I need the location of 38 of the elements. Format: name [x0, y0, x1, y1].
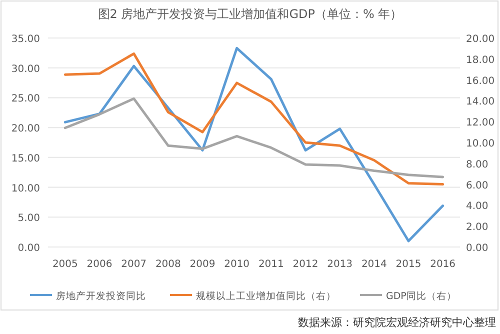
y2-tick-label: 12.00	[466, 118, 495, 129]
x-tick-label: 2016	[430, 259, 456, 270]
line-series	[64, 52, 444, 186]
legend-label: 房地产开发投资同比	[56, 290, 146, 302]
x-tick-label: 2008	[155, 259, 181, 270]
legend-label: 规模以上工业增加值同比（右）	[196, 290, 336, 302]
y2-tick-label: 6.00	[466, 180, 488, 192]
legend-label: GDP同比（右）	[386, 290, 456, 302]
source-note: 数据来源：研究院宏观经济研究中心整理	[298, 316, 496, 329]
x-tick-label: 2005	[52, 259, 78, 270]
x-tick-label: 2014	[361, 259, 387, 270]
y2-tick-label: 10.00	[466, 138, 495, 150]
y2-tick-label: 18.00	[466, 54, 495, 66]
x-tick-label: 2015	[396, 259, 422, 270]
y2-tick-label: 20.00	[466, 34, 495, 45]
y-tick-label: 0.00	[18, 243, 40, 254]
y-tick-label: 15.00	[11, 153, 40, 164]
y2-tick-label: 14.00	[466, 96, 495, 108]
y-tick-label: 35.00	[11, 34, 40, 45]
y2-tick-label: 2.00	[466, 222, 488, 234]
x-tick-label: 2011	[258, 259, 284, 270]
x-tick-label: 2013	[327, 259, 353, 270]
y-tick-label: 5.00	[18, 213, 40, 224]
y2-tick-label: 16.00	[466, 76, 495, 87]
x-tick-label: 2012	[292, 259, 318, 270]
y2-tick-label: 4.00	[466, 201, 488, 212]
x-tick-label: 2007	[121, 259, 147, 270]
x-tick-label: 2010	[224, 259, 250, 270]
y-tick-label: 10.00	[11, 183, 40, 194]
y2-tick-label: 0.00	[466, 243, 488, 254]
x-tick-label: 2009	[190, 259, 216, 270]
x-tick-label: 2006	[86, 259, 112, 270]
y2-tick-label: 8.00	[466, 159, 488, 170]
line-series	[64, 97, 444, 178]
y-tick-label: 20.00	[11, 124, 40, 135]
chart-title: 图2 房地产开发投资与工业增加值和GDP（单位：% 年）	[98, 7, 402, 21]
y-tick-label: 30.00	[11, 64, 40, 75]
y-tick-label: 25.00	[11, 94, 40, 105]
